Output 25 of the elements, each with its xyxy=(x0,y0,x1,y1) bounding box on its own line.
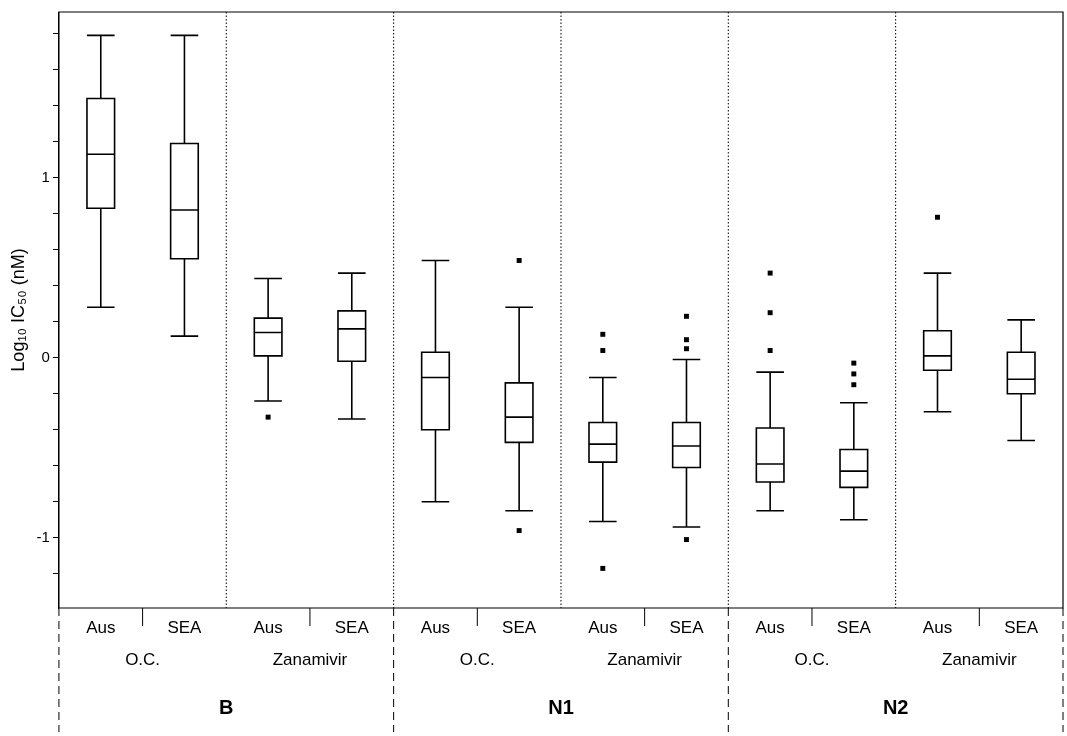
x-tick-label: SEA xyxy=(334,617,370,637)
x-tick-label: Aus xyxy=(420,617,451,637)
y-axis-title: Log₁₀ IC₅₀ (nM) xyxy=(7,248,28,372)
text: Zanamivir xyxy=(607,649,683,669)
y-tick-label: -1 xyxy=(36,527,50,545)
x-tick-label: Aus xyxy=(755,617,785,637)
text: N2 xyxy=(882,695,909,718)
x-tick-label: Aus xyxy=(86,617,116,637)
text: Zanamivir xyxy=(942,649,1017,669)
x-tick-label: Aus xyxy=(588,617,618,637)
text: O.C. xyxy=(794,649,830,669)
text: B xyxy=(219,695,234,718)
x-tick-label: Aus xyxy=(253,617,283,637)
x-tick-label: SEA xyxy=(1004,617,1039,637)
x-tick-label: SEA xyxy=(669,617,705,637)
x-tick-label: Aus xyxy=(922,617,953,637)
x-tick-label: SEA xyxy=(836,617,872,637)
text: O.C. xyxy=(459,649,495,669)
text: O.C. xyxy=(125,649,161,669)
text: Zanamivir xyxy=(272,649,348,669)
x-tick-label: SEA xyxy=(502,617,537,637)
y-tick-label: 1 xyxy=(41,167,50,185)
text: N1 xyxy=(548,695,574,718)
x-tick-label: SEA xyxy=(167,617,203,637)
y-tick-label: 0 xyxy=(41,347,50,365)
